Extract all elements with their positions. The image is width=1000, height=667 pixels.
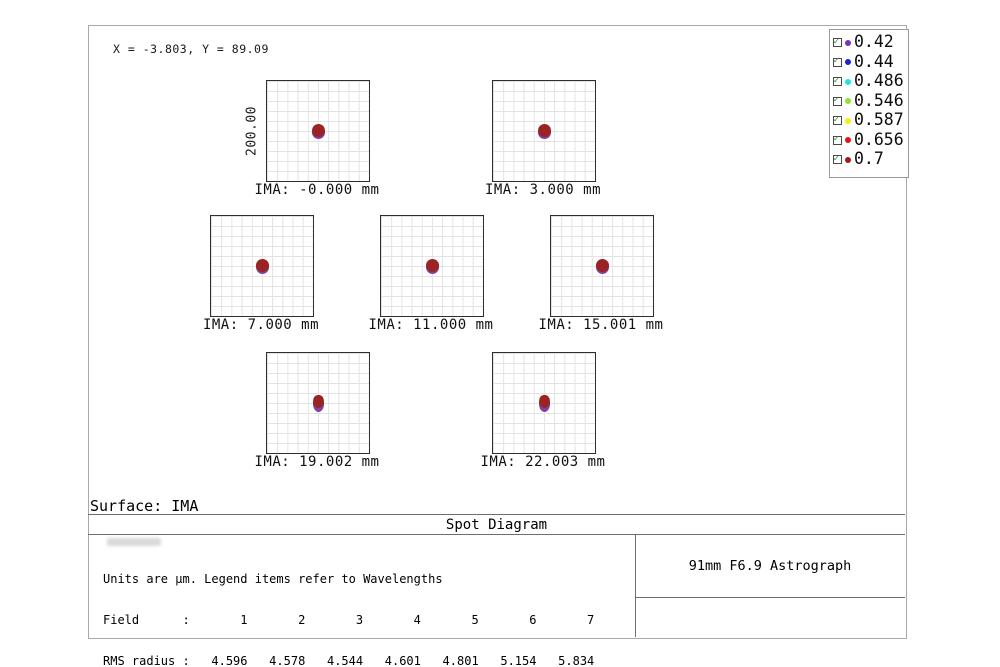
spot-box-field-2 xyxy=(492,80,596,182)
legend-item-0.44[interactable]: 0.44 xyxy=(833,53,894,72)
ima-label-2: IMA: 3.000 mm xyxy=(484,182,602,198)
wavelength-dot-icon xyxy=(845,156,851,163)
divider-line xyxy=(635,597,905,598)
spot-box-field-7 xyxy=(492,352,596,454)
lens-title: 91mm F6.9 Astrograph xyxy=(688,557,852,574)
wavelength-dot-icon xyxy=(845,137,851,143)
wavelength-dot-icon xyxy=(845,39,851,46)
surface-label: Surface: IMA xyxy=(90,497,199,515)
legend-item-0.7[interactable]: 0.7 xyxy=(833,150,884,169)
spot-box-field-3 xyxy=(210,215,314,317)
wavelength-legend: 0.42 0.44 0.486 0.546 0.587 0.656 0.7 xyxy=(829,29,909,178)
checkbox-icon[interactable] xyxy=(833,95,842,106)
ima-label-5: IMA: 15.001 mm xyxy=(538,317,664,333)
legend-item-0.587[interactable]: 0.587 xyxy=(833,111,904,130)
blurred-watermark xyxy=(107,538,161,546)
wavelength-dot-icon xyxy=(845,98,851,104)
field-line: Field : 1 2 3 4 5 6 7 xyxy=(103,612,595,627)
ima-label-3: IMA: 7.000 mm xyxy=(202,317,320,333)
ima-label-6: IMA: 19.002 mm xyxy=(254,454,380,470)
divider-line xyxy=(88,534,905,535)
spot-statistics-text: Units are µm. Legend items refer to Wave… xyxy=(103,546,594,667)
legend-item-0.42[interactable]: 0.42 xyxy=(833,33,894,52)
ima-label-4: IMA: 11.000 mm xyxy=(368,317,494,333)
spot-box-field-6 xyxy=(266,352,370,454)
wavelength-dot-icon xyxy=(845,59,851,65)
checkbox-icon[interactable] xyxy=(833,56,842,67)
checkbox-icon[interactable] xyxy=(833,154,842,164)
divider-line xyxy=(88,513,905,515)
legend-item-0.656[interactable]: 0.656 xyxy=(833,131,904,150)
divider-line xyxy=(635,534,636,637)
ima-label-1: IMA: -0.000 mm xyxy=(254,182,380,198)
spot-box-field-5 xyxy=(550,215,654,317)
ima-label-7: IMA: 22.003 mm xyxy=(480,454,606,470)
plot-title: Spot Diagram xyxy=(445,517,548,533)
wavelength-dot-icon xyxy=(845,78,851,85)
units-line: Units are µm. Legend items refer to Wave… xyxy=(103,572,443,587)
checkbox-icon[interactable] xyxy=(833,76,842,86)
cursor-readout: X = -3.803, Y = 89.09 xyxy=(113,42,269,56)
checkbox-icon[interactable] xyxy=(833,134,842,145)
legend-item-0.486[interactable]: 0.486 xyxy=(833,72,904,91)
checkbox-icon[interactable] xyxy=(833,37,842,47)
spot-box-field-1 xyxy=(266,80,370,182)
spot-box-field-4 xyxy=(380,215,484,317)
checkbox-icon[interactable] xyxy=(833,115,842,125)
wavelength-dot-icon xyxy=(845,117,851,124)
scale-bar-label: 200.00 xyxy=(244,106,260,156)
rms-line: RMS radius : 4.596 4.578 4.544 4.601 4.8… xyxy=(103,653,595,667)
legend-item-0.546[interactable]: 0.546 xyxy=(833,92,904,111)
